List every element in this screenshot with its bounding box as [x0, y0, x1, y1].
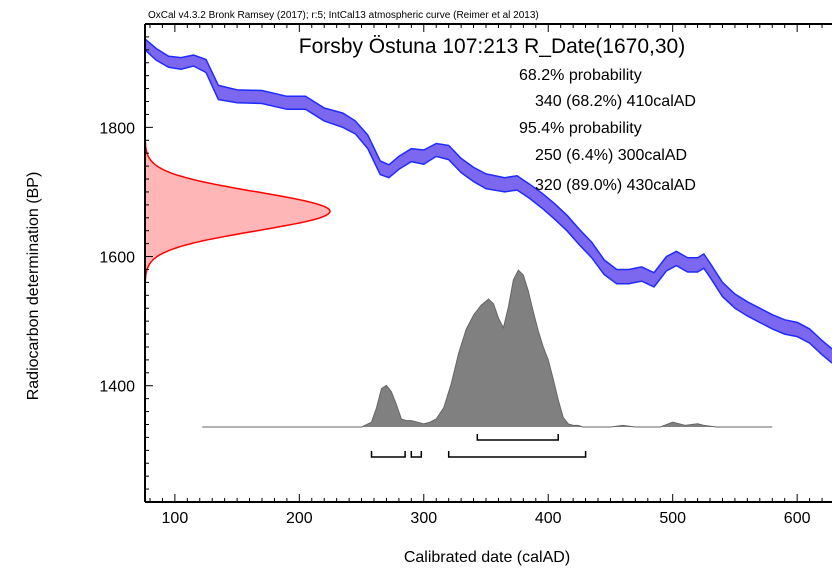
- y-tick-label: 1400: [99, 379, 135, 396]
- x-tick-label: 300: [410, 510, 437, 527]
- plot-area: [145, 38, 832, 458]
- y-tick-label: 1600: [99, 250, 135, 267]
- x-tick-label: 100: [162, 510, 189, 527]
- range-95-bracket-3: [447, 451, 587, 458]
- software-header: OxCal v4.3.2 Bronk Ramsey (2017); r:5; I…: [148, 10, 539, 21]
- y-axis-label: Radiocarbon determination (BP): [25, 172, 42, 401]
- posterior-distribution-fill: [202, 270, 773, 427]
- range-95-bracket-1: [370, 451, 406, 458]
- annotation-95-range-2: 320 (89.0%) 430calAD: [535, 177, 696, 194]
- annotation-95-range-1: 250 (6.4%) 300calAD: [535, 147, 687, 164]
- x-axis-label: Calibrated date (calAD): [404, 549, 570, 566]
- x-tick-label: 600: [784, 510, 811, 527]
- x-tick-label: 200: [286, 510, 313, 527]
- plot-layer: 100 200 300 400 500 600 1400 1600 1800: [99, 23, 832, 527]
- annotation-68-heading: 68.2% probability: [519, 67, 642, 84]
- chart-title: Forsby Östuna 107:213 R_Date(1670,30): [299, 35, 685, 58]
- calibration-curve-lower: [145, 49, 832, 364]
- annotation-95-heading: 95.4% probability: [519, 120, 642, 137]
- annotation-68-range: 340 (68.2%) 410calAD: [535, 93, 696, 110]
- posterior-distribution-outline: [202, 269, 773, 428]
- range-68-bracket-1: [476, 434, 559, 441]
- measurement-distribution-line: [145, 133, 331, 289]
- x-tick-label: 500: [659, 510, 686, 527]
- y-tick-label: 1800: [99, 120, 135, 137]
- range-95-bracket-2: [410, 451, 423, 458]
- x-tick-label: 400: [535, 510, 562, 527]
- calibration-curve-upper: [145, 38, 832, 350]
- measurement-distribution-fill: [145, 133, 330, 289]
